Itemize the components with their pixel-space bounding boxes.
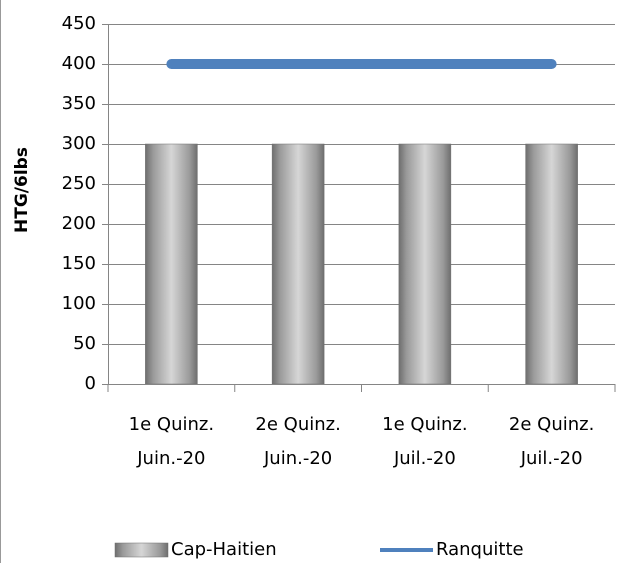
y-tick-label: 100	[62, 293, 96, 314]
x-tick-label: Juil.-20	[393, 448, 456, 469]
y-tick-label: 250	[62, 173, 96, 194]
bar	[398, 143, 452, 385]
y-tick-label: 50	[73, 333, 96, 354]
x-tick-label: 2e Quinz.	[509, 414, 594, 435]
y-tick-label: 200	[62, 213, 96, 234]
x-tick-label: Juin.-20	[263, 448, 332, 469]
y-tick-label: 300	[62, 133, 96, 154]
bar	[271, 143, 325, 385]
y-tick-label: 450	[62, 13, 96, 34]
x-tick-label: Juin.-20	[136, 448, 205, 469]
legend-label: Cap-Haitien	[171, 539, 277, 560]
y-tick-label: 0	[85, 373, 96, 394]
x-tick-label: 1e Quinz.	[382, 414, 467, 435]
x-tick-label: Juil.-20	[520, 448, 583, 469]
legend-swatch	[114, 542, 169, 558]
bar	[145, 143, 198, 385]
y-axis-title: HTG/6lbs	[12, 147, 32, 233]
y-tick-label: 400	[62, 53, 96, 74]
x-tick-label: 2e Quinz.	[255, 414, 340, 435]
bar	[525, 143, 578, 385]
legend-label: Ranquitte	[436, 539, 524, 560]
y-tick-label: 350	[62, 93, 96, 114]
y-tick-label: 150	[62, 253, 96, 274]
x-tick-label: 1e Quinz.	[129, 414, 214, 435]
